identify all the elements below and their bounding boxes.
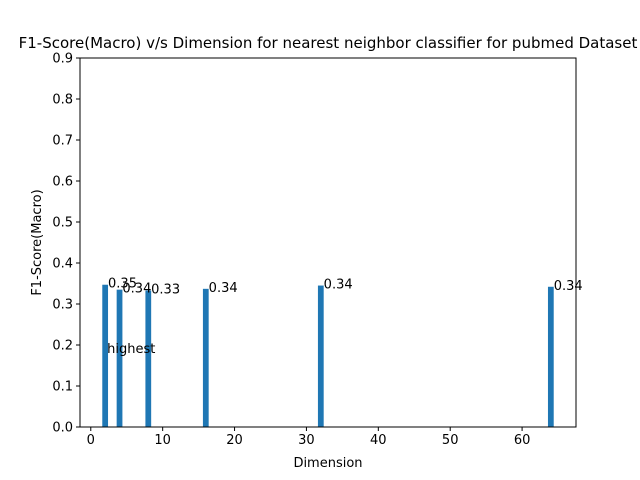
y-tick-label-0.4: 0.4: [52, 257, 73, 272]
x-axis-ticks: 0 10 20 30 40 50 60: [87, 427, 531, 448]
x-tick-label-40: 40: [370, 433, 387, 448]
bar-dim-64: [547, 286, 554, 427]
data-label-dim-8: 0.33: [151, 282, 180, 297]
bar-dim-32: [317, 285, 324, 427]
y-axis-label: F1-Score(Macro): [30, 189, 45, 295]
bars-layer: [102, 284, 554, 427]
x-tick-label-30: 30: [298, 433, 315, 448]
annotation-highest: highest: [107, 342, 155, 357]
bar-dim-16: [202, 288, 209, 427]
bar-dim-8: [145, 290, 152, 427]
y-tick-label-0.5: 0.5: [52, 216, 73, 231]
x-tick-label-60: 60: [514, 433, 531, 448]
plot-frame: [79, 57, 577, 428]
chart-title: F1-Score(Macro) v/s Dimension for neares…: [19, 34, 638, 52]
y-axis-ticks: 0.0 0.1 0.2 0.3 0.4 0.5 0.6 0.7 0.8 0.9: [52, 52, 80, 436]
x-tick-label-50: 50: [442, 433, 459, 448]
y-tick-label-0.3: 0.3: [52, 298, 73, 313]
data-label-dim-2: 0.35: [108, 277, 137, 292]
data-label-dim-32: 0.34: [324, 278, 353, 293]
x-tick-label-0: 0: [87, 433, 95, 448]
y-tick-label-0.6: 0.6: [52, 175, 73, 190]
y-tick-label-0.9: 0.9: [52, 52, 73, 67]
data-labels-layer: 0.350.34 0.33 0.34 0.34 0.34: [108, 277, 583, 298]
x-tick-label-10: 10: [154, 433, 171, 448]
y-tick-label-0.1: 0.1: [52, 380, 73, 395]
y-tick-label-0.0: 0.0: [52, 421, 73, 436]
data-label-dim-4: 0.34: [122, 282, 151, 297]
x-tick-label-20: 20: [226, 433, 243, 448]
y-tick-label-0.2: 0.2: [52, 339, 73, 354]
x-axis-label: Dimension: [293, 456, 362, 471]
data-label-dim-16: 0.34: [209, 281, 238, 296]
y-tick-label-0.8: 0.8: [52, 93, 73, 108]
data-label-dim-64: 0.34: [554, 279, 583, 294]
bar-dim-4: [116, 289, 123, 427]
y-tick-label-0.7: 0.7: [52, 134, 73, 149]
bar-dim-2: [102, 284, 109, 427]
